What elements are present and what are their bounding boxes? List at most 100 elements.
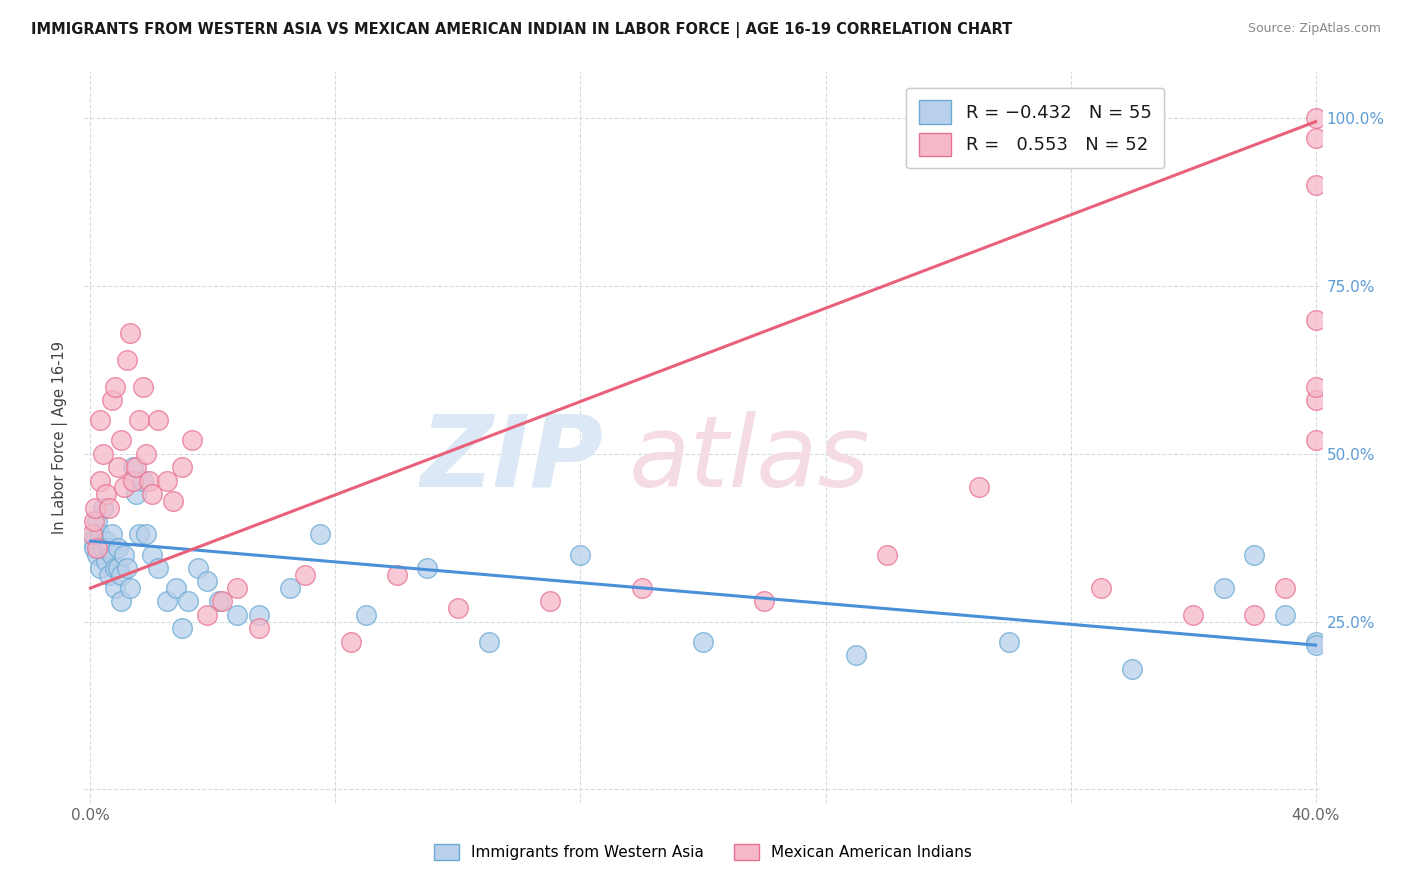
Point	[86, 514, 108, 528]
Y-axis label: In Labor Force | Age 16-19: In Labor Force | Age 16-19	[52, 341, 69, 533]
Point	[1305, 380, 1327, 394]
Text: IMMIGRANTS FROM WESTERN ASIA VS MEXICAN AMERICAN INDIAN IN LABOR FORCE | AGE 16-: IMMIGRANTS FROM WESTERN ASIA VS MEXICAN …	[31, 22, 1012, 38]
Point	[110, 567, 132, 582]
Point	[138, 474, 160, 488]
Legend: Immigrants from Western Asia, Mexican American Indians: Immigrants from Western Asia, Mexican Am…	[427, 838, 979, 866]
Point	[97, 500, 120, 515]
Point	[115, 561, 138, 575]
Point	[226, 581, 249, 595]
Point	[340, 634, 363, 648]
Text: ZIP: ZIP	[420, 410, 605, 508]
Point	[1243, 607, 1265, 622]
Point	[146, 413, 169, 427]
Point	[141, 487, 163, 501]
Text: atlas: atlas	[628, 410, 870, 508]
Point	[91, 447, 114, 461]
Point	[97, 567, 120, 582]
Point	[101, 548, 124, 562]
Point	[278, 581, 301, 595]
Point	[89, 413, 111, 427]
Point	[208, 594, 231, 608]
Point	[80, 534, 103, 549]
Point	[83, 541, 105, 555]
Point	[135, 527, 157, 541]
Point	[1305, 434, 1327, 448]
Point	[309, 527, 332, 541]
Point	[86, 541, 108, 555]
Point	[115, 352, 138, 367]
Point	[122, 474, 145, 488]
Point	[447, 601, 470, 615]
Point	[94, 554, 117, 568]
Point	[101, 393, 124, 408]
Point	[177, 594, 200, 608]
Point	[1305, 393, 1327, 408]
Point	[107, 561, 129, 575]
Point	[385, 567, 408, 582]
Point	[998, 634, 1021, 648]
Point	[112, 548, 135, 562]
Point	[1243, 548, 1265, 562]
Point	[247, 607, 270, 622]
Point	[692, 634, 714, 648]
Point	[89, 527, 111, 541]
Point	[107, 541, 129, 555]
Point	[1305, 638, 1327, 652]
Point	[128, 527, 150, 541]
Point	[1305, 312, 1327, 326]
Point	[101, 527, 124, 541]
Point	[294, 567, 316, 582]
Legend: R = −0.432   N = 55, R =   0.553   N = 52: R = −0.432 N = 55, R = 0.553 N = 52	[905, 87, 1164, 169]
Point	[967, 480, 990, 494]
Point	[131, 474, 153, 488]
Point	[84, 500, 107, 515]
Point	[120, 326, 142, 340]
Point	[876, 548, 898, 562]
Point	[416, 561, 439, 575]
Point	[84, 527, 107, 541]
Point	[125, 460, 148, 475]
Point	[1212, 581, 1234, 595]
Point	[1305, 634, 1327, 648]
Point	[247, 621, 270, 635]
Point	[538, 594, 561, 608]
Point	[195, 574, 218, 589]
Point	[1274, 607, 1296, 622]
Point	[91, 541, 114, 555]
Point	[172, 621, 194, 635]
Point	[122, 460, 145, 475]
Point	[211, 594, 233, 608]
Point	[94, 487, 117, 501]
Point	[1305, 131, 1327, 145]
Point	[80, 527, 103, 541]
Point	[89, 561, 111, 575]
Point	[1274, 581, 1296, 595]
Point	[128, 413, 150, 427]
Point	[845, 648, 868, 662]
Point	[86, 548, 108, 562]
Point	[1182, 607, 1205, 622]
Point	[180, 434, 202, 448]
Point	[104, 561, 127, 575]
Point	[172, 460, 194, 475]
Point	[187, 561, 209, 575]
Point	[97, 541, 120, 555]
Point	[354, 607, 377, 622]
Point	[110, 594, 132, 608]
Point	[112, 480, 135, 494]
Point	[226, 607, 249, 622]
Point	[165, 581, 187, 595]
Point	[1305, 178, 1327, 193]
Point	[569, 548, 592, 562]
Point	[125, 487, 148, 501]
Point	[104, 380, 127, 394]
Point	[156, 474, 179, 488]
Point	[1090, 581, 1112, 595]
Point	[754, 594, 776, 608]
Point	[478, 634, 501, 648]
Point	[107, 460, 129, 475]
Point	[1121, 662, 1143, 676]
Point	[630, 581, 652, 595]
Point	[146, 561, 169, 575]
Point	[120, 581, 142, 595]
